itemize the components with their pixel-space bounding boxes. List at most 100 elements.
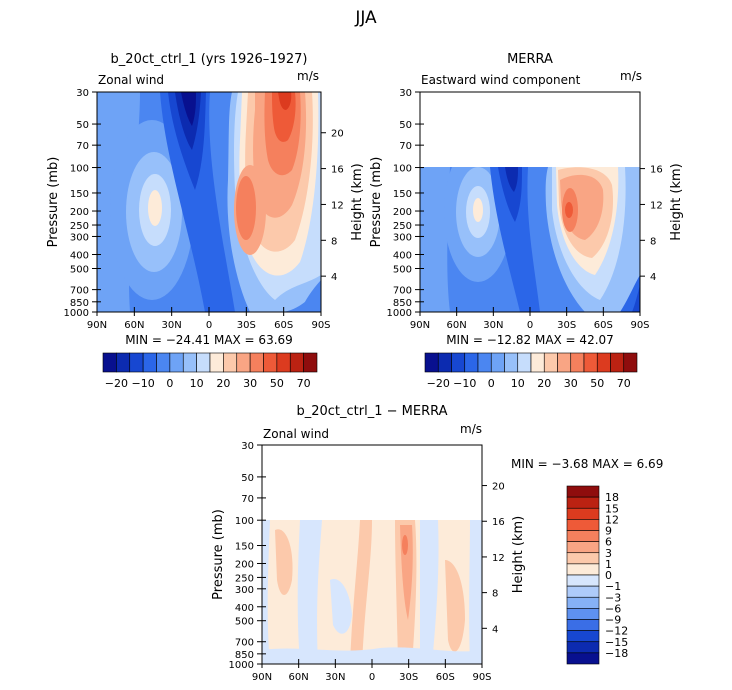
y-tick-label: 700	[70, 286, 89, 297]
x-tick-label: 30S	[399, 672, 418, 683]
colorbar-label: 20	[216, 377, 230, 390]
colorbar-swatch	[566, 596, 600, 609]
panel-model-title: b_20ct_ctrl_1 (yrs 1926–1927)	[111, 52, 308, 67]
x-tick-label: 60N	[447, 320, 467, 331]
y-tick-label: 1000	[387, 308, 412, 319]
colorbar-label: 3	[605, 547, 612, 560]
colorbar-swatch	[596, 352, 611, 373]
panel-model-field	[97, 92, 321, 312]
height-tick-label: 16	[331, 165, 344, 176]
y-tick-label: 200	[393, 207, 412, 218]
height-tick-label: 4	[650, 272, 656, 283]
colorbar-swatch	[451, 352, 466, 373]
colorbar-swatch	[289, 352, 304, 373]
colorbar-swatch	[276, 352, 291, 373]
y-tick-label: 200	[70, 207, 89, 218]
panel-merra-stats: MIN = −12.82 MAX = 42.07	[446, 333, 614, 347]
y-axis-title: Pressure (mb)	[46, 157, 61, 248]
y-tick-label: 500	[393, 265, 412, 276]
x-tick-label: 0	[527, 320, 533, 331]
y-tick-label: 250	[393, 221, 412, 232]
y-tick-label: 50	[241, 473, 254, 484]
colorbar-label: 15	[605, 502, 619, 515]
colorbar-swatch	[182, 352, 197, 373]
colorbar-label: 70	[617, 377, 631, 390]
x-tick-label: 30N	[325, 672, 345, 683]
panel-difference-axes: 90N 60N 30N 0 30S 60S 90S 30 50 70 100 150 200 250300…	[211, 441, 526, 683]
height-tick-label: 8	[331, 236, 337, 247]
height-tick-label: 16	[492, 517, 505, 528]
colorbar-swatch	[517, 352, 532, 373]
colorbar-swatch	[610, 352, 625, 373]
colorbar-merra: −20 −10 0 10 20 30 50 70	[424, 352, 638, 390]
colorbar-swatch	[142, 352, 157, 373]
y-tick-label: 150	[235, 542, 254, 553]
colorbar-swatch	[566, 530, 600, 542]
y-tick-label: 250	[235, 573, 254, 584]
colorbar-swatch	[566, 541, 600, 554]
colorbar-swatch	[566, 507, 600, 520]
colorbar-label: −18	[605, 647, 628, 660]
colorbar-label: 12	[605, 513, 619, 526]
colorbar-label: 18	[605, 491, 619, 504]
colorbar-swatch	[129, 352, 144, 373]
y-tick-label: 400	[393, 251, 412, 262]
y-tick-label: 30	[76, 88, 89, 99]
panel-model-axes: 90N 60N 30N 0 30S 60S 90S 30 50 70 100 150 200 250300…	[46, 88, 365, 331]
y-tick-label: 1000	[229, 660, 254, 671]
panel-difference: b_20ct_ctrl_1 − MERRA Zonal wind m/s MIN…	[211, 404, 663, 683]
main-title: JJA	[355, 8, 377, 28]
x-tick-label: 0	[369, 672, 375, 683]
y-tick-label: 400	[235, 603, 254, 614]
colorbar-label: −10	[132, 377, 155, 390]
y-tick-label: 30	[241, 441, 254, 452]
panel-difference-title: b_20ct_ctrl_1 − MERRA	[296, 404, 447, 419]
colorbar-label: −6	[605, 602, 621, 615]
panel-model: b_20ct_ctrl_1 (yrs 1926–1927) Zonal wind…	[46, 52, 365, 331]
colorbar-swatch	[437, 352, 452, 373]
x-tick-label: 0	[206, 320, 212, 331]
colorbar-swatch	[566, 630, 600, 643]
height-tick-label: 16	[650, 165, 663, 176]
height-tick-label: 4	[492, 624, 498, 635]
colorbar-swatch	[566, 574, 600, 587]
x-tick-label: 60S	[594, 320, 613, 331]
panel-merra: MERRA Eastward wind component m/s 90N 60N…	[369, 52, 684, 331]
colorbar-swatch	[583, 352, 598, 373]
colorbar-label: 0	[605, 569, 612, 582]
panel-merra-title: MERRA	[507, 52, 553, 67]
x-tick-label: 30N	[483, 320, 503, 331]
x-tick-label: 30S	[237, 320, 256, 331]
x-tick-label: 90N	[87, 320, 107, 331]
colorbar-swatch	[566, 485, 600, 498]
colorbar-label: −9	[605, 614, 621, 627]
colorbar-label: 0	[488, 377, 495, 390]
colorbar-swatch	[557, 352, 572, 373]
y-tick-label: 70	[76, 141, 89, 152]
y-tick-label: 70	[399, 141, 412, 152]
colorbar-swatch	[566, 519, 600, 531]
x-tick-label: 90S	[311, 320, 330, 331]
y2-axis-title: Height (km)	[511, 516, 526, 593]
colorbar-label: 20	[537, 377, 551, 390]
colorbar-swatch	[566, 585, 600, 598]
y-axis-title: Pressure (mb)	[211, 509, 226, 600]
panel-model-unit-label: m/s	[297, 69, 319, 83]
colorbar-swatch	[169, 352, 184, 373]
x-tick-label: 60S	[274, 320, 293, 331]
height-tick-label: 20	[331, 129, 344, 140]
colorbar-swatch	[223, 352, 238, 373]
colorbar-swatch	[303, 352, 318, 373]
y2-axis-title: Height (km)	[350, 163, 365, 240]
colorbar-label: 6	[605, 536, 612, 549]
y2-axis-title: Height (km)	[669, 163, 684, 240]
y-tick-label: 300	[70, 232, 89, 243]
height-tick-label: 12	[650, 200, 663, 211]
height-tick-label: 12	[331, 200, 344, 211]
colorbar-swatch	[504, 352, 519, 373]
colorbar-swatch	[566, 652, 600, 665]
colorbar-swatch	[477, 352, 492, 373]
y-tick-label: 300	[235, 585, 254, 596]
